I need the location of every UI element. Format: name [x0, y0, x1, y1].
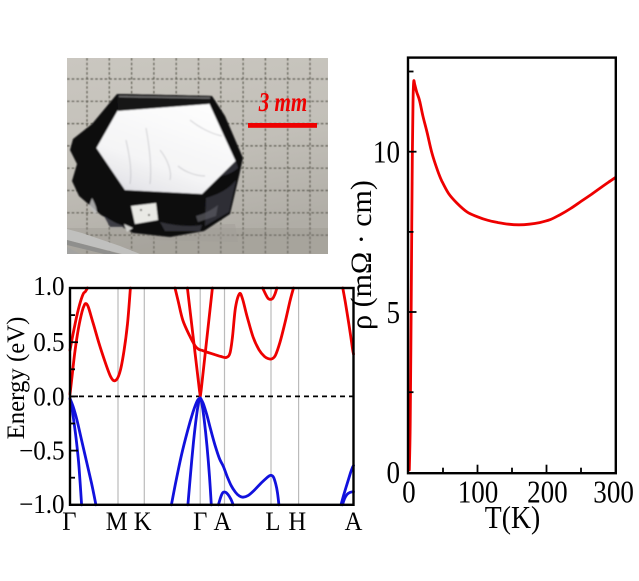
svg-text:Energy (eV): Energy (eV)	[3, 317, 30, 440]
svg-text:Γ: Γ	[62, 506, 76, 536]
svg-text:0: 0	[402, 476, 416, 510]
svg-text:K: K	[134, 506, 152, 536]
svg-text:−1.0: −1.0	[19, 489, 65, 519]
svg-text:T(K): T(K)	[485, 501, 540, 535]
svg-text:0.0: 0.0	[33, 381, 64, 411]
svg-text:100: 100	[458, 476, 499, 510]
svg-text:300: 300	[593, 476, 634, 510]
svg-text:A: A	[213, 506, 231, 536]
svg-text:10: 10	[373, 136, 400, 170]
svg-text:Γ: Γ	[193, 506, 207, 536]
svg-text:H: H	[288, 506, 306, 536]
svg-text:M: M	[106, 506, 128, 536]
svg-text:0.5: 0.5	[33, 327, 64, 357]
svg-text:1.0: 1.0	[33, 271, 64, 301]
svg-text:200: 200	[527, 476, 568, 510]
svg-text:3 mm: 3 mm	[258, 88, 307, 118]
svg-text:−0.5: −0.5	[19, 436, 65, 466]
svg-text:5: 5	[386, 296, 400, 330]
svg-text:L: L	[265, 506, 280, 536]
svg-text:ρ (mΩ · cm): ρ (mΩ · cm)	[345, 180, 378, 330]
svg-text:0: 0	[386, 456, 400, 490]
svg-text:A: A	[345, 506, 363, 536]
